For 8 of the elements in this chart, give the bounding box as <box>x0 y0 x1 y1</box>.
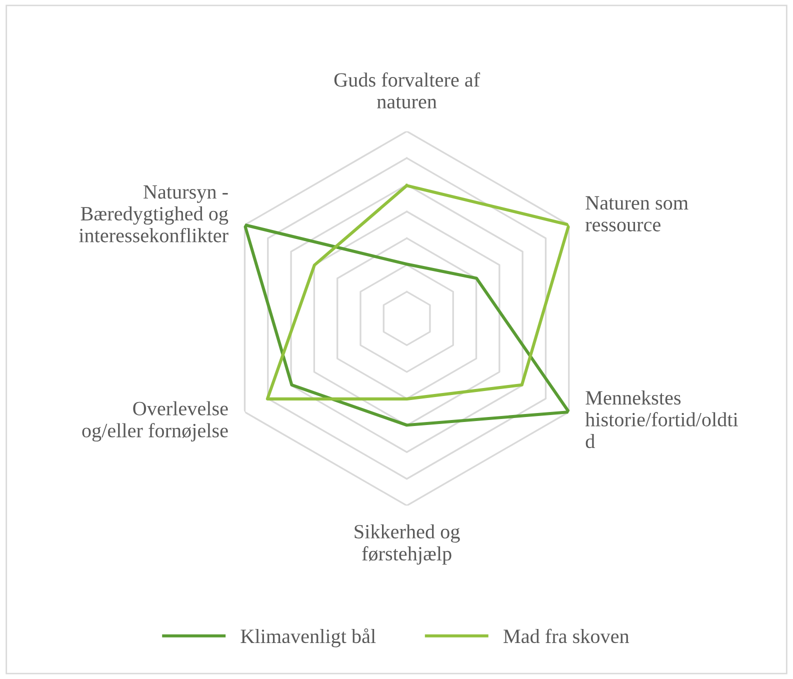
spoke-label: Naturen som ressource <box>585 196 688 232</box>
legend-label: Mad fra skoven <box>504 628 630 644</box>
spoke-label: Natursyn - Bæredygtighed og interessekonflikter <box>79 185 228 242</box>
spoke-label: Sikkerhed og førstehjælp <box>354 524 460 565</box>
spoke-label: Mennekstes historie/fortid/oldti d <box>585 390 738 448</box>
legend-label: Klimavenligt bål <box>240 628 376 648</box>
spoke-label: Overlevelse og/eller fornøjelse <box>82 401 228 442</box>
spoke-label: Guds forvaltere af naturen <box>334 72 480 108</box>
